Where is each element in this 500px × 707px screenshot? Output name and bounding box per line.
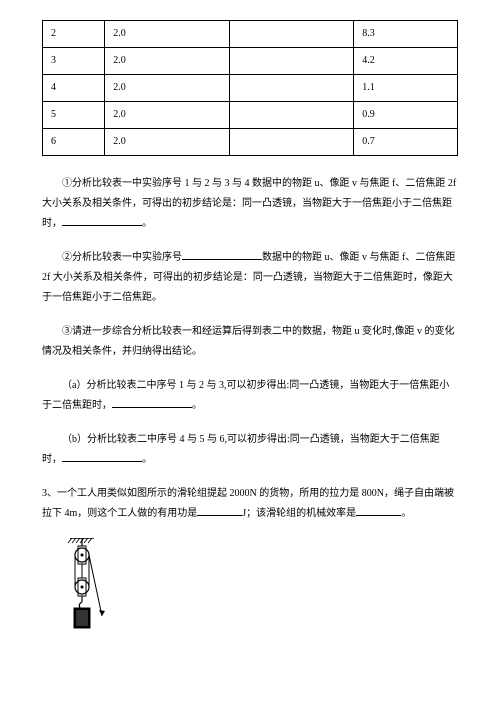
cell — [229, 48, 354, 75]
cell: 8.3 — [354, 21, 458, 48]
cell: 0.9 — [354, 102, 458, 129]
text: 。 — [401, 508, 411, 519]
blank-line — [182, 248, 262, 260]
blank-line — [197, 504, 242, 516]
cell: 4.2 — [354, 48, 458, 75]
cell: 2 — [43, 21, 105, 48]
cell: 6 — [43, 129, 105, 156]
cell — [229, 75, 354, 102]
paragraph-4a: （a）分析比较表二中序号 1 与 2 与 3,可以初步得出:同一凸透镜，当物距大… — [42, 376, 458, 416]
paragraph-3: ③请进一步综合分析比较表一和经运算后得到表二中的数据，物距 u 变化时,像距 v… — [42, 322, 458, 362]
text: 。 — [142, 454, 152, 465]
table-row: 5 2.0 0.9 — [43, 102, 458, 129]
cell: 1.1 — [354, 75, 458, 102]
cell: 2.0 — [105, 129, 230, 156]
table-row: 2 2.0 8.3 — [43, 21, 458, 48]
cell: 2.0 — [105, 75, 230, 102]
paragraph-4b: （b）分析比较表二中序号 4 与 5 与 6,可以初步得出:同一凸透镜，当物距大… — [42, 430, 458, 470]
table-row: 3 2.0 4.2 — [43, 48, 458, 75]
text: （a）分析比较表二中序号 1 与 2 与 3,可以初步得出:同一凸透镜，当物距大… — [42, 380, 449, 411]
cell: 5 — [43, 102, 105, 129]
data-table: 2 2.0 8.3 3 2.0 4.2 4 2.0 1.1 5 2.0 0.9 … — [42, 20, 458, 156]
text: 。 — [192, 400, 202, 411]
cell: 0.7 — [354, 129, 458, 156]
blank-line — [62, 214, 142, 226]
text: J；该滑轮组的机械效率是 — [242, 508, 356, 519]
paragraph-2: ②分析比较表一中实验序号数据中的物距 u、像距 v 与焦距 f、二倍焦距 2f … — [42, 248, 458, 308]
blank-line — [62, 450, 142, 462]
cell: 2.0 — [105, 48, 230, 75]
blank-line — [112, 396, 192, 408]
paragraph-q3: 3、一个工人用类似如图所示的滑轮组提起 2000N 的货物，所用的拉力是 800… — [42, 484, 458, 524]
cell — [229, 21, 354, 48]
cell: 2.0 — [105, 102, 230, 129]
blank-line — [356, 504, 401, 516]
text: 。 — [142, 218, 152, 229]
cell: 4 — [43, 75, 105, 102]
cell — [229, 129, 354, 156]
text: ②分析比较表一中实验序号 — [62, 252, 182, 263]
paragraph-1: ①分析比较表一中实验序号 1 与 2 与 3 与 4 数据中的物距 u、像距 v… — [42, 174, 458, 234]
table-row: 6 2.0 0.7 — [43, 129, 458, 156]
cell — [229, 102, 354, 129]
pulley-diagram — [62, 538, 458, 645]
cell: 3 — [43, 48, 105, 75]
pulley-icon — [62, 538, 117, 638]
text: ③请进一步综合分析比较表一和经运算后得到表二中的数据，物距 u 变化时,像距 v… — [42, 326, 455, 357]
cell: 2.0 — [105, 21, 230, 48]
table-row: 4 2.0 1.1 — [43, 75, 458, 102]
